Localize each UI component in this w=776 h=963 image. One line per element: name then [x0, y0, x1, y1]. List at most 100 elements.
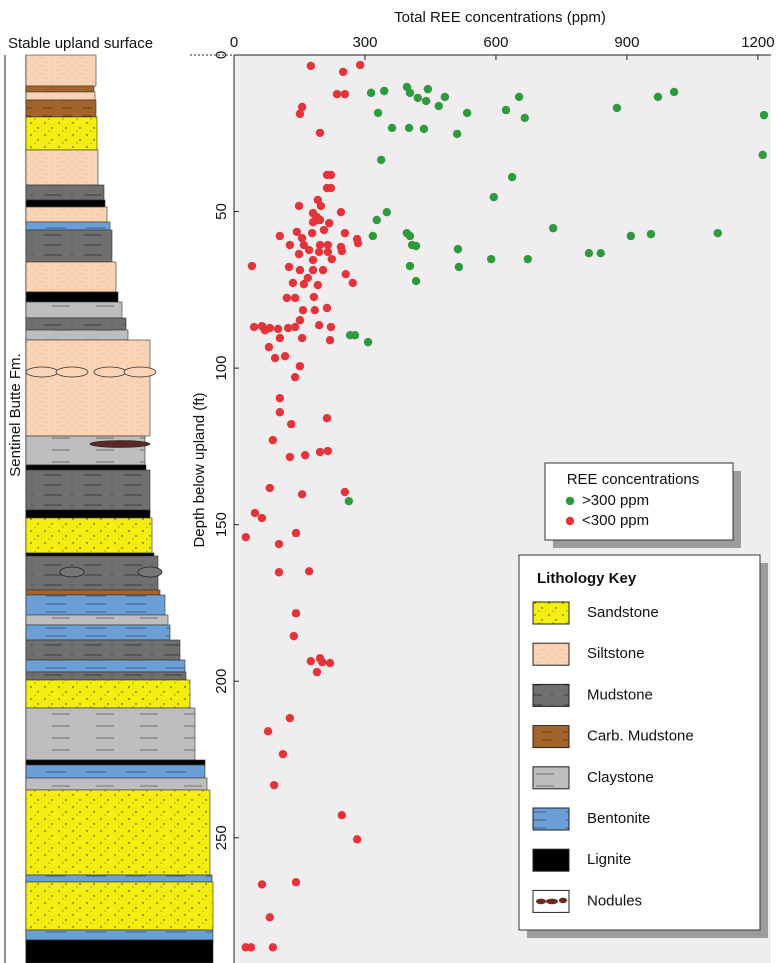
data-point [257, 880, 267, 889]
data-point [318, 265, 328, 275]
key-label: Claystone [587, 769, 654, 786]
key-label: Mudstone [587, 686, 653, 703]
data-point [315, 215, 325, 225]
data-point [291, 878, 301, 887]
data-point [338, 67, 348, 77]
data-point [323, 446, 333, 456]
rock-layer [25, 99, 97, 118]
data-point [297, 233, 307, 243]
rock-layer [25, 929, 214, 941]
data-point [596, 248, 605, 258]
data-point [423, 84, 433, 94]
data-point [612, 103, 622, 113]
legend-marker [565, 516, 575, 526]
rock-layer [25, 679, 191, 709]
rock-layer [25, 874, 213, 883]
rock-layer [25, 517, 153, 554]
data-point [363, 337, 373, 347]
nodule [93, 366, 127, 378]
data-point [295, 362, 305, 371]
data-point [337, 811, 347, 820]
key-label: Bentonite [587, 810, 650, 827]
rock-layer [25, 789, 211, 876]
data-point [278, 749, 288, 759]
key-swatch [532, 848, 570, 872]
rock-layer [25, 671, 187, 681]
data-point [452, 129, 462, 139]
rock-layer [25, 614, 169, 626]
rock-layer [25, 639, 181, 661]
data-point [337, 246, 347, 256]
data-point [300, 450, 310, 460]
data-point [405, 261, 415, 271]
data-point [291, 528, 301, 538]
data-point [382, 207, 392, 217]
data-point [548, 223, 558, 233]
data-point [295, 265, 305, 275]
nodule [123, 366, 157, 378]
rock-layer [25, 85, 95, 93]
rock-layer [25, 91, 96, 101]
data-point [419, 124, 429, 134]
data-point [405, 88, 415, 98]
data-point [454, 262, 464, 272]
rock-layer [25, 777, 208, 791]
data-point [489, 192, 498, 202]
data-point [379, 86, 389, 96]
data-point [314, 247, 324, 257]
data-point [260, 326, 270, 335]
data-point [307, 228, 317, 238]
x-tick-label: 300 [352, 34, 377, 51]
data-point [310, 305, 319, 315]
data-point [290, 293, 300, 303]
data-point [308, 265, 318, 275]
data-point [294, 201, 304, 211]
data-point [376, 155, 386, 165]
data-point [308, 217, 318, 227]
data-point [314, 321, 324, 330]
x-tick-label: 0 [230, 34, 238, 51]
data-point [326, 322, 336, 332]
data-point [290, 372, 300, 382]
data-point [646, 229, 656, 239]
rock-layer [25, 199, 106, 208]
key-nodule [559, 897, 567, 904]
data-point [366, 88, 376, 98]
key-swatch [532, 725, 570, 749]
data-point [303, 273, 312, 283]
rock-layer [25, 149, 99, 186]
data-point [319, 225, 329, 235]
rock-layer [25, 552, 155, 557]
data-point [322, 414, 332, 423]
rock-layer [25, 291, 119, 303]
data-point [404, 123, 414, 133]
data-point [304, 245, 314, 255]
legend-marker [565, 496, 575, 506]
data-point [297, 102, 307, 112]
nodule [59, 566, 85, 578]
data-point [285, 240, 295, 250]
legend-box [544, 462, 734, 541]
rock-layer [25, 624, 171, 641]
data-point [323, 247, 333, 257]
data-point [353, 238, 363, 248]
data-point [306, 61, 316, 71]
data-point [297, 490, 307, 499]
data-point [325, 658, 335, 668]
rock-layer [25, 339, 151, 437]
y-tick-label: 200 [213, 669, 230, 694]
data-point [288, 278, 298, 288]
chart-title: Total REE concentrations (ppm) [394, 9, 606, 26]
nodule [89, 440, 151, 448]
key-swatch [532, 642, 570, 666]
data-point [275, 408, 285, 417]
data-point [298, 305, 308, 315]
data-point [304, 567, 314, 576]
data-point [315, 128, 325, 138]
data-point [297, 333, 307, 343]
rock-layer [25, 221, 111, 231]
rock-layer [25, 261, 117, 293]
rock-layer [25, 184, 105, 201]
data-point [713, 228, 722, 238]
key-nodule [546, 898, 558, 905]
